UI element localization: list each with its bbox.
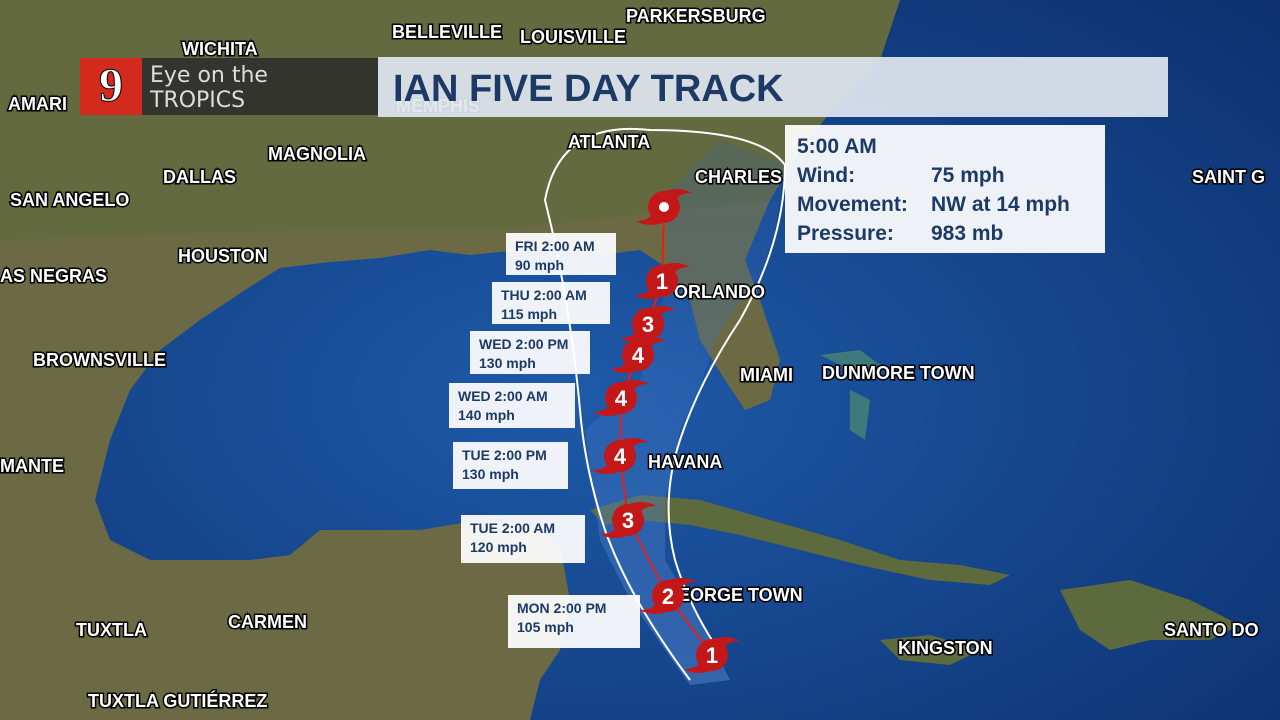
title: IAN FIVE DAY TRACK	[393, 68, 784, 110]
forecast-box	[470, 331, 590, 374]
info-value: NW at 14 mph	[931, 193, 1070, 216]
storm-icon	[652, 580, 684, 612]
city-label: ATLANTA	[568, 132, 650, 152]
forecast-wind: 90 mph	[515, 257, 564, 273]
city-label: SAN ANGELO	[10, 190, 129, 210]
land	[1060, 580, 1240, 650]
logo	[80, 58, 142, 115]
city-label: SAINT G	[1192, 167, 1265, 187]
storm-arms	[684, 637, 740, 673]
city-label: HOUSTON	[178, 246, 268, 266]
storm-category: 3	[642, 312, 654, 337]
info-label: Movement:	[797, 193, 908, 216]
forecast-time: WED 2:00 PM	[479, 336, 568, 352]
storm-category: 3	[622, 508, 634, 533]
city-label: GEORGE TOWN	[664, 585, 803, 605]
storm-arms	[610, 337, 666, 373]
storm-arms	[592, 438, 648, 474]
storm-category: 2	[662, 584, 674, 609]
storm-icon	[604, 440, 636, 472]
info-value: 983 mb	[931, 222, 1003, 245]
storm-icon	[632, 308, 664, 340]
forecast-wind: 115 mph	[501, 306, 557, 322]
city-labels: WICHITABELLEVILLELOUISVILLEPARKERSBURGME…	[0, 5, 1267, 713]
storm-icon	[622, 339, 654, 371]
info-value: 75 mph	[931, 164, 1005, 187]
land	[590, 495, 1010, 585]
city-label: CARMEN	[228, 612, 307, 632]
city-label: SANTO DO	[1164, 620, 1259, 640]
forecast-box	[449, 383, 575, 428]
city-label: MIAMI	[740, 365, 793, 385]
brand-line: Eye on the	[150, 63, 268, 88]
info-label: Wind:	[797, 164, 855, 187]
title-bar	[378, 57, 1168, 117]
storm-arms	[636, 189, 692, 225]
city-label: MAGNOLIA	[268, 144, 366, 164]
city-label: LOUISVILLE	[520, 27, 626, 47]
land	[820, 350, 880, 440]
cone-outline	[543, 127, 787, 681]
info-box	[785, 125, 1105, 253]
forecast-labels: MON 2:00 PM 105 mph TUE 2:00 AM 120 mph TUE …	[449, 233, 640, 648]
city-label: DALLAS	[163, 167, 236, 187]
storm-arms	[620, 306, 676, 342]
storm-icon	[612, 504, 644, 536]
storm-category: 1	[706, 643, 718, 668]
info-label: Pressure:	[797, 222, 894, 245]
cone	[585, 140, 785, 685]
city-label: HAVANA	[648, 452, 722, 472]
city-label: MANTE	[0, 456, 64, 476]
forecast-time: MON 2:00 PM	[517, 600, 606, 616]
city-label: PARKERSBURG	[626, 6, 766, 26]
land	[880, 635, 980, 665]
storm-icon	[696, 639, 728, 671]
city-label: ORLANDO	[674, 282, 765, 302]
storm-arms	[593, 380, 649, 416]
forecast-box	[508, 595, 640, 648]
forecast-box	[506, 233, 616, 275]
forecast-time: TUE 2:00 PM	[462, 447, 547, 463]
forecast-wind: 105 mph	[517, 619, 574, 635]
storm-category: 4	[614, 444, 627, 469]
city-label: BROWNSVILLE	[33, 350, 166, 370]
forecast-wind: 120 mph	[470, 539, 527, 555]
city-label: KINGSTON	[898, 638, 993, 658]
city-label: CHARLES	[695, 167, 782, 187]
storm-icon	[605, 382, 637, 414]
forecast-wind: 130 mph	[462, 466, 519, 482]
storm-eye	[659, 202, 669, 212]
brand-line: TROPICS	[149, 88, 245, 113]
forecast-wind: 130 mph	[479, 355, 536, 371]
logo-number: 9	[99, 59, 123, 112]
storm-category: 4	[632, 343, 645, 368]
storm-arms	[634, 263, 690, 299]
forecast-time: TUE 2:00 AM	[470, 520, 555, 536]
forecast-wind: 140 mph	[458, 407, 515, 423]
city-label: DUNMORE TOWN	[822, 363, 975, 383]
forecast-box	[492, 282, 610, 324]
forecast-time: FRI 2:00 AM	[515, 238, 595, 254]
storm-arms	[600, 502, 656, 538]
info-time: 5:00 AM	[797, 135, 877, 158]
storm-arms	[640, 578, 696, 614]
forecast-box	[453, 442, 568, 489]
city-label: TUXTLA GUTIÉRREZ	[88, 690, 267, 711]
city-label: AMARI	[8, 94, 67, 114]
forecast-time: THU 2:00 AM	[501, 287, 587, 303]
storm-category: 4	[615, 386, 628, 411]
city-label: BELLEVILLE	[392, 22, 502, 42]
city-label: AS NEGRAS	[0, 266, 107, 286]
city-label: TUXTLA	[76, 620, 147, 640]
storm-category: 1	[656, 269, 668, 294]
storm-icon	[646, 265, 678, 297]
forecast-time: WED 2:00 AM	[458, 388, 548, 404]
forecast-box	[461, 515, 585, 563]
city-label: WICHITA	[182, 39, 258, 59]
